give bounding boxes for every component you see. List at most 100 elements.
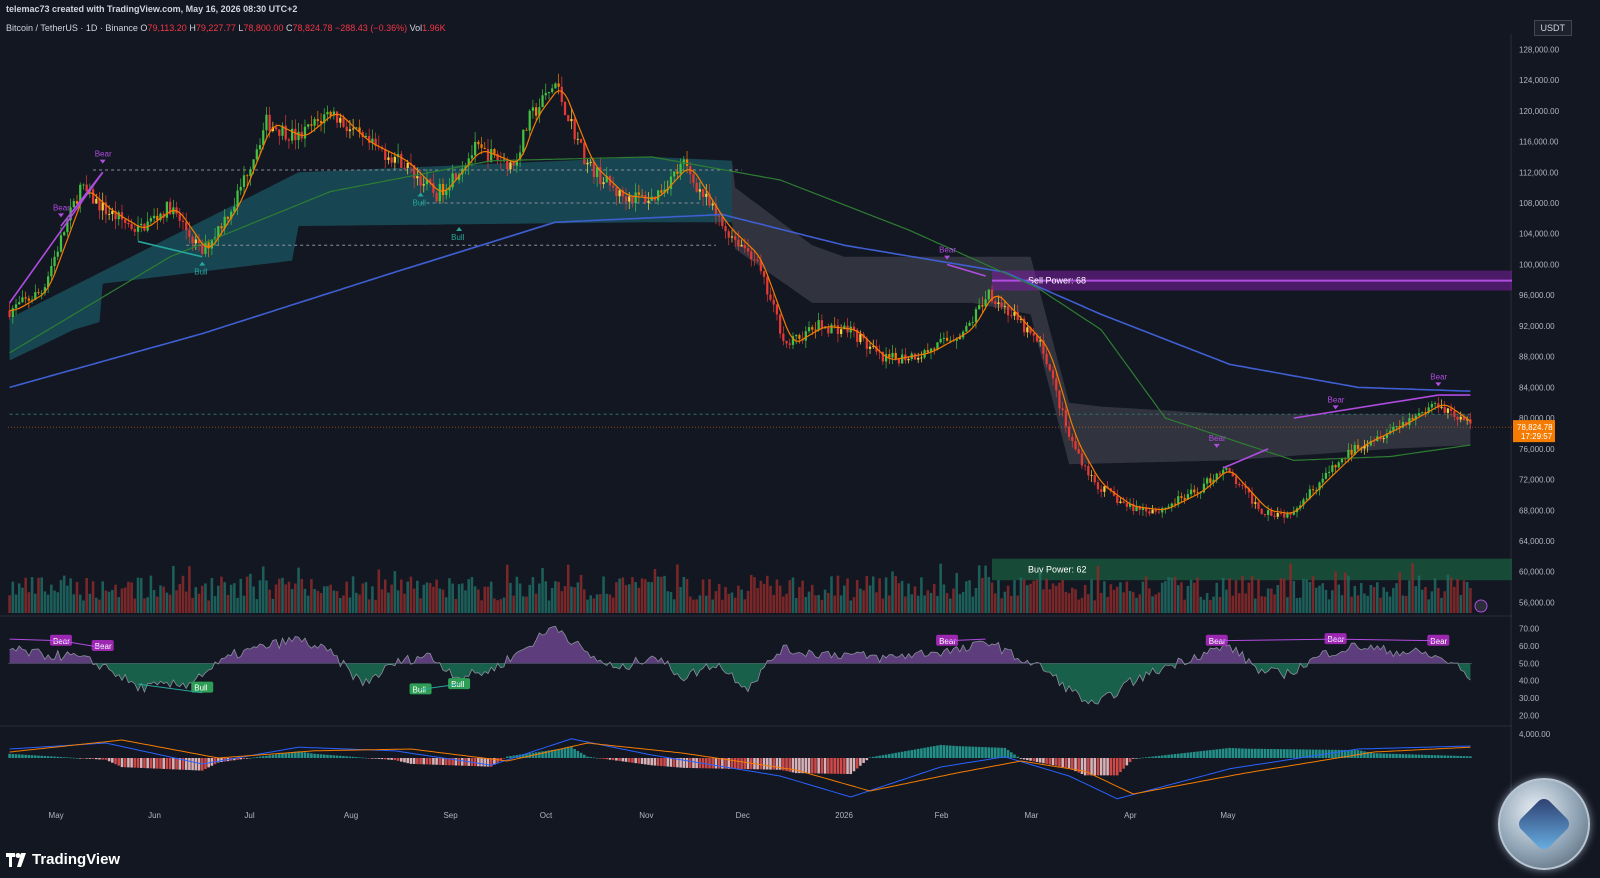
candle-body [1276, 513, 1279, 517]
candle-body [766, 276, 769, 295]
volume-bar [724, 587, 727, 613]
candle-body [268, 114, 271, 131]
macd-hist-bar [1054, 758, 1058, 766]
candle-body [644, 194, 647, 203]
volume-bar [1128, 591, 1132, 613]
currency-button[interactable]: USDT [1533, 20, 1572, 36]
macd-hist-bar [1157, 755, 1161, 758]
macd-hist-bar [1424, 754, 1427, 758]
volume-bar [59, 580, 63, 613]
candle-body [149, 218, 152, 222]
rsi-tag-bg [191, 681, 214, 693]
tradingview-brand[interactable]: TradingView [6, 851, 120, 868]
candle-body [454, 173, 457, 181]
volume-bar [1061, 579, 1064, 613]
volume-bar [557, 581, 560, 613]
macd-hist-bar [403, 758, 406, 763]
candle-body [1234, 476, 1238, 485]
price-tick-label: 96,000.00 [1519, 291, 1555, 300]
candle-body [1331, 465, 1334, 472]
volume-bar [1308, 581, 1312, 613]
volume-bar [1408, 580, 1411, 613]
macd-hist-bar [1295, 749, 1299, 758]
candle-body [339, 117, 342, 123]
macd-tick-label: 4,000.00 [1519, 730, 1551, 739]
candle-body [464, 165, 467, 169]
candle-body [1411, 418, 1414, 420]
candle-body [297, 131, 300, 141]
candle-body [1250, 492, 1254, 504]
macd-hist-bar [782, 758, 785, 771]
macd-hist-bar [974, 746, 978, 758]
macd-hist-bar [987, 747, 991, 758]
volume-bar [43, 591, 47, 613]
volume-bar [136, 577, 140, 613]
candle-body [663, 189, 666, 193]
candle-body [185, 221, 188, 231]
volume-bar [11, 581, 15, 613]
volume-bar [422, 584, 426, 613]
candle-body [262, 130, 265, 146]
candle-body [1029, 327, 1032, 334]
volume-bar [1395, 583, 1398, 613]
candle-body [708, 193, 711, 206]
candle-body [181, 220, 185, 222]
volume-bar [66, 585, 69, 613]
candle-body [1202, 483, 1206, 493]
volume-bar [290, 589, 294, 613]
macd-hist-bar [650, 758, 653, 766]
candle-body [936, 342, 939, 350]
candle-body [682, 159, 685, 164]
volume-bar [538, 583, 541, 613]
volume-bar [669, 592, 673, 613]
volume-bar [595, 594, 599, 613]
volume-bar [229, 584, 233, 613]
macd-hist-bar [451, 758, 454, 766]
symbol-name: Bitcoin / TetherUS · 1D · Binance [6, 23, 138, 33]
volume-bar [1315, 587, 1318, 613]
candle-body [843, 325, 846, 330]
volume-bar [810, 584, 814, 613]
macd-hist-bar [676, 758, 679, 768]
macd-hist-bar [1160, 755, 1164, 758]
macd-hist-bar [611, 758, 615, 761]
macd-hist-bar [1141, 757, 1145, 759]
candle-body [1408, 418, 1411, 426]
candle-body [1141, 507, 1145, 510]
volume-bar [727, 593, 731, 613]
macd-hist-bar [62, 757, 66, 758]
macd-hist-bar [897, 752, 901, 758]
macd-hist-bar [1199, 751, 1202, 758]
volume-bar [457, 584, 461, 613]
volume-bar [249, 573, 252, 613]
macd-hist-bar [644, 758, 647, 765]
volume-bar [714, 591, 718, 613]
candle-body [1350, 449, 1353, 455]
macd-hist-bar [932, 746, 936, 758]
volume-bar [798, 587, 801, 613]
candle-body [1103, 486, 1106, 492]
macd-hist-bar [570, 747, 573, 758]
macd-hist-bar [156, 758, 159, 769]
candle-body [740, 244, 743, 247]
macd-hist-bar [884, 754, 888, 758]
macd-hist-bar [1237, 748, 1241, 758]
high-value: 79,227.77 [195, 23, 236, 33]
macd-hist-bar [1469, 756, 1472, 758]
macd-hist-bar [1026, 758, 1029, 761]
macd-hist-bar [1398, 754, 1402, 758]
macd-hist-bar [278, 753, 281, 758]
volume-bar [1151, 596, 1154, 613]
candle-body [974, 309, 978, 323]
candle-body [313, 119, 316, 126]
volume-bar [528, 584, 531, 613]
volume-bar [300, 578, 304, 613]
candle-body [1430, 404, 1433, 408]
macd-hist-bar [785, 758, 788, 772]
volume-bar [1279, 578, 1283, 613]
volume-bar [306, 595, 310, 613]
pattern-tag-bear: Bear [1430, 372, 1448, 387]
last-price-badge-bg [1513, 420, 1555, 443]
